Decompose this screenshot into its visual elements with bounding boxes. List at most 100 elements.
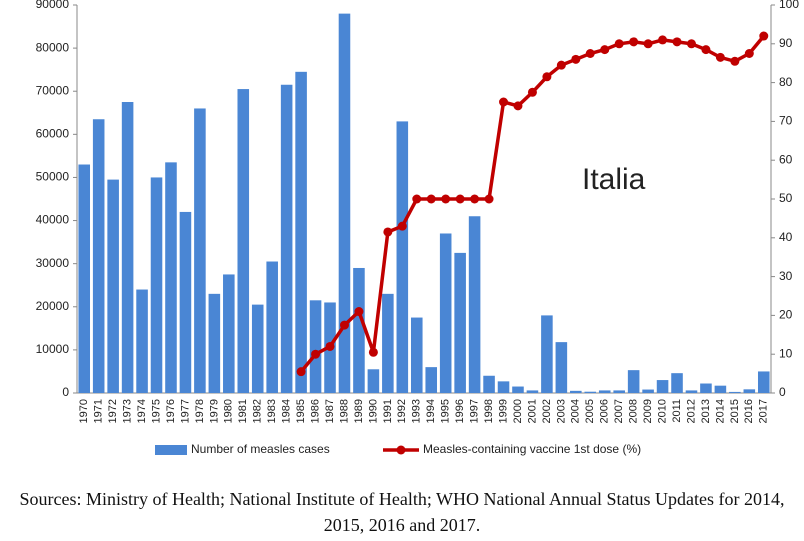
x-tick-label: 1975 (150, 399, 162, 423)
bar (743, 389, 756, 393)
bar (237, 89, 250, 394)
x-tick-label: 1976 (165, 399, 177, 423)
bar (194, 108, 206, 393)
marker (658, 35, 668, 45)
marker (383, 227, 393, 237)
line (299, 34, 766, 373)
marker (513, 101, 523, 111)
marker (672, 37, 682, 47)
x-tick-label: 2000 (512, 399, 524, 423)
marker (455, 194, 465, 204)
x-tick-label: 1982 (252, 399, 264, 423)
x-tick-label: 1985 (295, 399, 307, 423)
x-tick-label: 1998 (483, 399, 495, 423)
marker (730, 56, 740, 66)
y2-tick-label: 80 (779, 75, 793, 89)
marker (686, 39, 696, 49)
bar (136, 289, 148, 393)
marker (600, 45, 610, 55)
marker (339, 320, 349, 330)
marker (325, 341, 335, 351)
y2-tick-label: 50 (779, 191, 793, 205)
x-tick-label: 1999 (497, 399, 509, 423)
x-tick-label: 2001 (526, 399, 538, 423)
bar (92, 119, 105, 393)
y-tick-label: 50000 (36, 170, 70, 184)
x-tick-label: 2014 (714, 399, 726, 423)
bar (526, 390, 539, 393)
x-tick-label: 1971 (93, 399, 105, 423)
x-tick-label: 1983 (266, 399, 278, 423)
bar (714, 385, 727, 393)
x-tick-label: 2008 (628, 399, 640, 423)
bar (439, 233, 452, 393)
bar (642, 389, 654, 393)
legend-swatch (155, 445, 187, 455)
marker (701, 45, 711, 55)
x-tick-label: 1991 (382, 399, 394, 423)
legend-label: Measles-containing vaccine 1st dose (%) (423, 442, 641, 456)
bar (483, 375, 495, 393)
x-tick-label: 1994 (425, 399, 437, 423)
source-note: Sources: Ministry of Health; National In… (19, 489, 785, 535)
y-tick-label: 10000 (36, 342, 70, 356)
y2-tick-label: 0 (779, 385, 786, 399)
x-tick-label: 2004 (570, 399, 582, 423)
bar (497, 381, 510, 393)
x-tick-label: 2011 (671, 399, 683, 423)
x-tick-label: 1981 (237, 399, 249, 423)
x-tick-label: 1995 (440, 399, 452, 423)
bar (512, 386, 524, 393)
bar (338, 13, 351, 393)
marker (643, 39, 653, 49)
x-tick-label: 1987 (324, 399, 336, 423)
x-tick-label: 2009 (642, 399, 654, 423)
x-tick-label: 2005 (584, 399, 596, 423)
marker (499, 97, 509, 107)
x-tick-label: 1979 (208, 399, 220, 423)
bar (454, 252, 466, 393)
marker (311, 349, 321, 359)
marker (296, 367, 306, 377)
bar (78, 164, 91, 393)
y2-tick-label: 30 (779, 269, 793, 283)
marker (426, 194, 436, 204)
y-tick-label: 60000 (36, 127, 70, 141)
bar (280, 84, 293, 393)
marker (759, 31, 769, 41)
bar (468, 216, 481, 393)
x-tick-label: 1980 (223, 399, 235, 423)
y2-tick-label: 40 (779, 230, 793, 244)
x-tick-label: 1974 (136, 399, 148, 423)
x-tick-label: 2003 (555, 399, 567, 423)
y2-tick-label: 10 (779, 346, 793, 360)
marker (412, 194, 422, 204)
legend-label: Number of measles cases (191, 442, 330, 456)
bar (179, 211, 192, 393)
bar (700, 383, 712, 393)
bar (251, 304, 264, 393)
bar (729, 391, 741, 393)
x-tick-label: 1973 (122, 399, 134, 423)
x-tick-label: 1996 (454, 399, 466, 423)
bar (367, 369, 380, 393)
x-tick-label: 1970 (78, 399, 90, 423)
legend-marker (396, 445, 406, 455)
bar (410, 317, 423, 393)
x-tick-label: 1992 (396, 399, 408, 423)
marker (585, 49, 595, 58)
bar (555, 342, 568, 393)
y-tick-label: 40000 (36, 213, 70, 227)
y-tick-label: 70000 (36, 83, 70, 97)
bar (165, 162, 177, 393)
y-tick-label: 20000 (36, 299, 70, 313)
x-tick-label: 2010 (656, 399, 668, 423)
bar (223, 274, 235, 393)
marker (744, 49, 754, 58)
bar (382, 293, 394, 393)
marker (368, 347, 378, 357)
marker (441, 194, 451, 204)
x-tick-label: 1978 (194, 399, 206, 423)
marker (542, 72, 552, 82)
y-tick-label: 30000 (36, 256, 70, 270)
